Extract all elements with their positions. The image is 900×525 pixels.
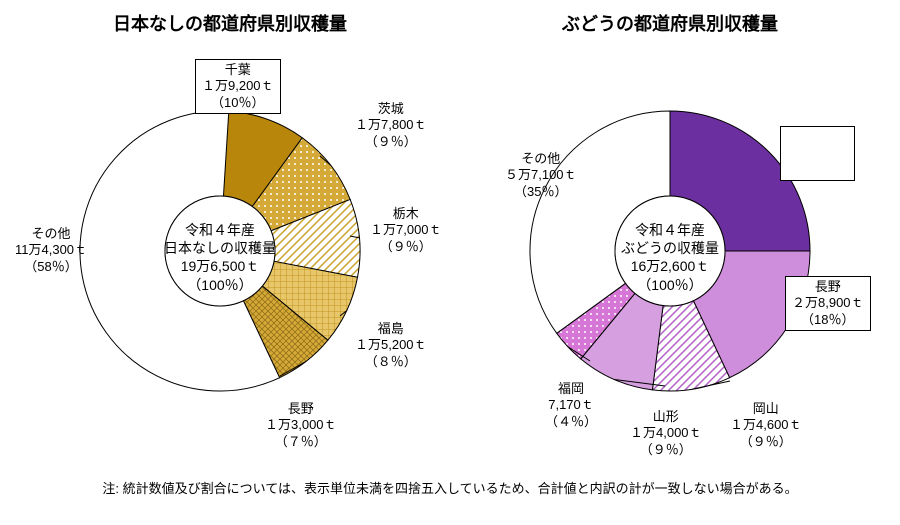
slice-label: 茨城１万7,800ｔ（９％） [355, 101, 427, 150]
slice-label: 福島１万5,200ｔ（８％） [355, 321, 427, 370]
slice-label: 長野１万3,000ｔ（７％） [265, 401, 337, 450]
slice-label: 千葉１万9,200ｔ（10％） [195, 59, 281, 114]
pie-wrap: 令和４年産ぶどうの収穫量16万2,600ｔ（100％）山梨４万800ｔ（25％）… [450, 41, 890, 461]
pie-wrap: 令和４年産日本なしの収穫量19万6,500ｔ（100％）千葉１万9,200ｔ（1… [10, 41, 450, 461]
slice-label: 長野２万8,900ｔ（18％） [785, 276, 871, 331]
chart-title: 日本なしの都道府県別収穫量 [10, 10, 450, 36]
footnote: 注: 統計数値及び割合については、表示単位未満を四捨五入しているため、合計値と内… [10, 478, 890, 497]
chart-block: ぶどうの都道府県別収穫量 令和４年産ぶどうの収穫量16万2,600ｔ（100％）… [450, 10, 890, 470]
slice-label: その他５万7,100ｔ（35％） [505, 151, 577, 200]
charts-container: 日本なしの都道府県別収穫量 令和４年産日本なしの収穫量19万6,500ｔ（100… [10, 10, 890, 470]
slice-label: 福岡7,170ｔ（４％） [545, 381, 597, 430]
slice-label: 山梨４万800ｔ（25％） [780, 126, 855, 181]
slice-label: 栃木１万7,000ｔ（９％） [370, 206, 442, 255]
slice-label: 岡山１万4,600ｔ（９％） [730, 401, 802, 450]
slice-label: その他11万4,300ｔ（58％） [15, 226, 87, 275]
slice-label: 山形１万4,000ｔ（９％） [630, 409, 702, 458]
chart-block: 日本なしの都道府県別収穫量 令和４年産日本なしの収穫量19万6,500ｔ（100… [10, 10, 450, 470]
pie-svg [450, 41, 890, 461]
chart-title: ぶどうの都道府県別収穫量 [450, 10, 890, 36]
